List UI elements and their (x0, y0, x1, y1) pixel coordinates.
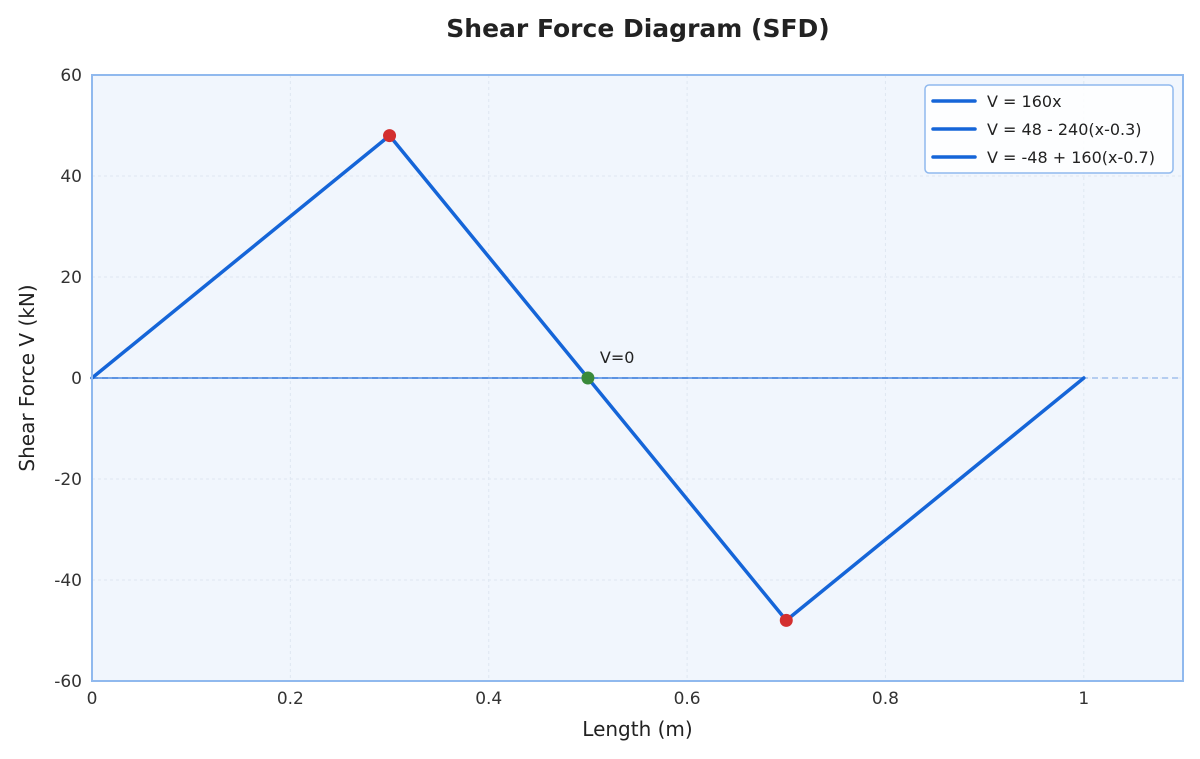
annotations: V=0 (600, 348, 635, 367)
x-tick-label: 0.6 (674, 689, 701, 709)
legend-label: V = 160x (987, 92, 1062, 111)
data-marker-3 (581, 371, 595, 385)
x-tick-label: 1 (1078, 689, 1089, 709)
annotation-label: V=0 (600, 348, 635, 367)
y-axis-title: Shear Force V (kN) (15, 284, 39, 471)
x-tick-label: 0.8 (872, 689, 899, 709)
legend-label: V = 48 - 240(x-0.3) (987, 120, 1142, 139)
legend: V = 160x V = 48 - 240(x-0.3) V = -48 + 160… (924, 84, 1174, 174)
legend-box (924, 84, 1174, 174)
y-axis-ticks: 60 40 20 0 -20 -40 -60 (54, 66, 82, 692)
y-tick-label: 0 (71, 369, 82, 389)
x-tick-label: 0.4 (475, 689, 502, 709)
x-tick-label: 0 (87, 689, 98, 709)
data-marker-2 (779, 613, 793, 627)
y-tick-label: -40 (54, 571, 82, 591)
y-tick-label: -60 (54, 672, 82, 692)
plot-frame (91, 74, 1184, 682)
y-tick-label: 40 (60, 167, 82, 187)
chart-title: Shear Force Diagram (SFD) (446, 14, 830, 43)
y-tick-label: 20 (60, 268, 82, 288)
x-axis-ticks: 0 0.2 0.4 0.6 0.8 1 (87, 689, 1090, 709)
markers (383, 129, 793, 627)
x-tick-label: 0.2 (277, 689, 304, 709)
legend-label: V = -48 + 160(x-0.7) (987, 148, 1155, 167)
y-tick-label: 60 (60, 66, 82, 86)
y-tick-label: -20 (54, 470, 82, 490)
data-marker-1 (383, 129, 397, 143)
x-axis-title: Length (m) (582, 717, 692, 741)
series-line-3 (784, 376, 1086, 623)
series-line-1 (90, 133, 392, 380)
